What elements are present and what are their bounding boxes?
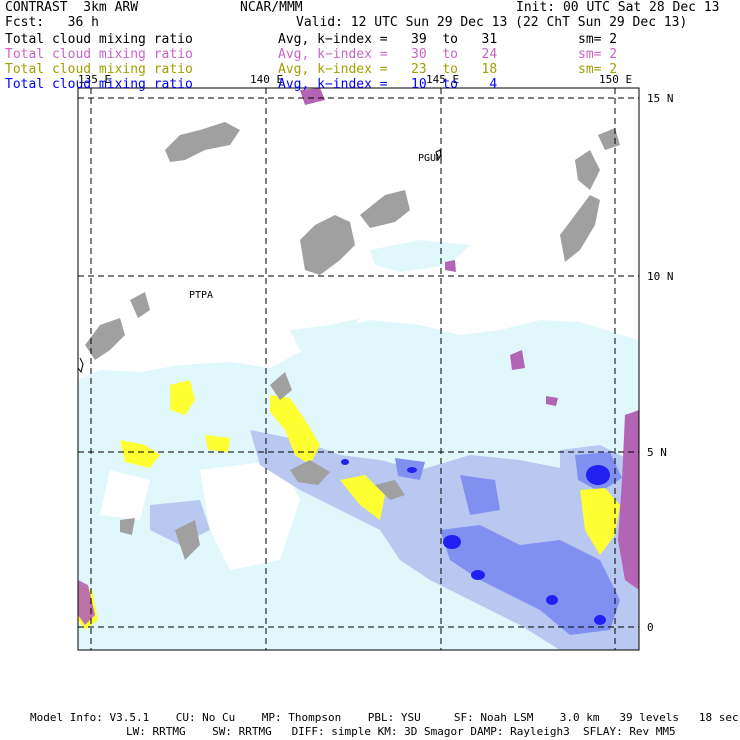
gray-cloud xyxy=(375,480,405,500)
gray-cloud xyxy=(165,122,240,162)
field-range-2: Avg, k−index = 30 to 24 xyxy=(278,47,498,62)
coastlines xyxy=(77,149,442,374)
station-label-ptpa: PTPA xyxy=(189,290,213,301)
gray-cloud xyxy=(120,518,135,535)
lat-label-10: 10 N xyxy=(647,270,674,283)
lon-label-145: 145 E xyxy=(426,73,459,86)
forecast-hour: Fcst: 36 h xyxy=(5,15,99,30)
light-cyan-cloud xyxy=(500,322,600,360)
field-name-3: Total cloud mixing ratio xyxy=(5,62,193,77)
light-cyan-cloud xyxy=(290,318,360,350)
yellow-cloud xyxy=(580,488,620,555)
physics-info-line: LW: RRTMG SW: RRTMG DIFF: simple KM: 3D … xyxy=(126,725,676,738)
gray-cloud xyxy=(360,190,410,228)
blue-dark-core xyxy=(586,465,610,485)
blue-dark-core xyxy=(471,570,485,580)
blue-dark-core xyxy=(341,459,349,465)
field-sm-1: sm= 2 xyxy=(578,32,618,47)
blue-dark-core xyxy=(443,535,461,549)
map-frame xyxy=(77,87,640,651)
org-label: NCAR/MMM xyxy=(240,0,303,15)
blue-mid-cloud xyxy=(440,525,620,635)
yellow-cloud xyxy=(120,440,160,468)
field-name-2: Total cloud mixing ratio xyxy=(5,47,193,62)
field-range-3: Avg, k−index = 23 to 18 xyxy=(278,62,498,77)
blue-dark-core xyxy=(546,595,558,605)
lat-label-5: 5 N xyxy=(647,446,667,459)
gray-cloud xyxy=(598,128,620,150)
field-sm-2: sm= 2 xyxy=(578,47,618,62)
gray-cloud xyxy=(175,520,200,560)
lon-label-135: 135 E xyxy=(78,73,111,86)
valid-time: Valid: 12 UTC Sun 29 Dec 13 (22 ChT Sun … xyxy=(296,15,688,30)
purple-cloud xyxy=(546,396,558,406)
blue-dark-core xyxy=(594,615,606,625)
lon-label-150: 150 E xyxy=(599,73,632,86)
init-time: Init: 00 UTC Sat 28 Dec 13 xyxy=(516,0,720,15)
clear-area xyxy=(200,460,300,570)
lat-label-0: 0 xyxy=(647,621,654,634)
lat-label-15: 15 N xyxy=(647,92,674,105)
graticule xyxy=(78,88,639,650)
yellow-cloud xyxy=(205,435,230,452)
gray-cloud xyxy=(290,460,330,485)
clear-area xyxy=(100,470,150,520)
purple-cloud xyxy=(618,410,639,590)
yellow-cloud xyxy=(170,380,195,415)
purple-cloud xyxy=(300,88,325,105)
gray-cloud xyxy=(270,372,292,400)
yellow-cloud xyxy=(340,475,385,520)
gray-cloud xyxy=(300,215,355,275)
yellow-cloud xyxy=(270,395,320,465)
gray-cloud xyxy=(130,292,150,318)
model-title: CONTRAST 3km ARW xyxy=(5,0,139,15)
lon-label-140: 140 E xyxy=(250,73,283,86)
purple-cloud xyxy=(445,260,456,272)
field-range-4: Avg, k−index = 10 to 4 xyxy=(278,77,498,92)
blue-dark-core xyxy=(407,467,417,473)
station-label-pgum: PGUM xyxy=(418,153,442,164)
field-range-1: Avg, k−index = 39 to 31 xyxy=(278,32,498,47)
gray-cloud xyxy=(85,318,125,360)
cloud-fields xyxy=(78,88,639,650)
field-sm-3: sm= 2 xyxy=(578,62,618,77)
field-name-1: Total cloud mixing ratio xyxy=(5,32,193,47)
field-name-4: Total cloud mixing ratio xyxy=(5,77,193,92)
palau-coast xyxy=(77,357,84,374)
gray-cloud xyxy=(575,150,600,190)
blue-mid-cloud xyxy=(460,475,500,515)
purple-cloud xyxy=(510,350,525,370)
guam-coast xyxy=(435,149,442,162)
model-info-line: Model Info: V3.5.1 CU: No Cu MP: Thompso… xyxy=(30,711,739,724)
gray-cloud xyxy=(560,195,600,262)
